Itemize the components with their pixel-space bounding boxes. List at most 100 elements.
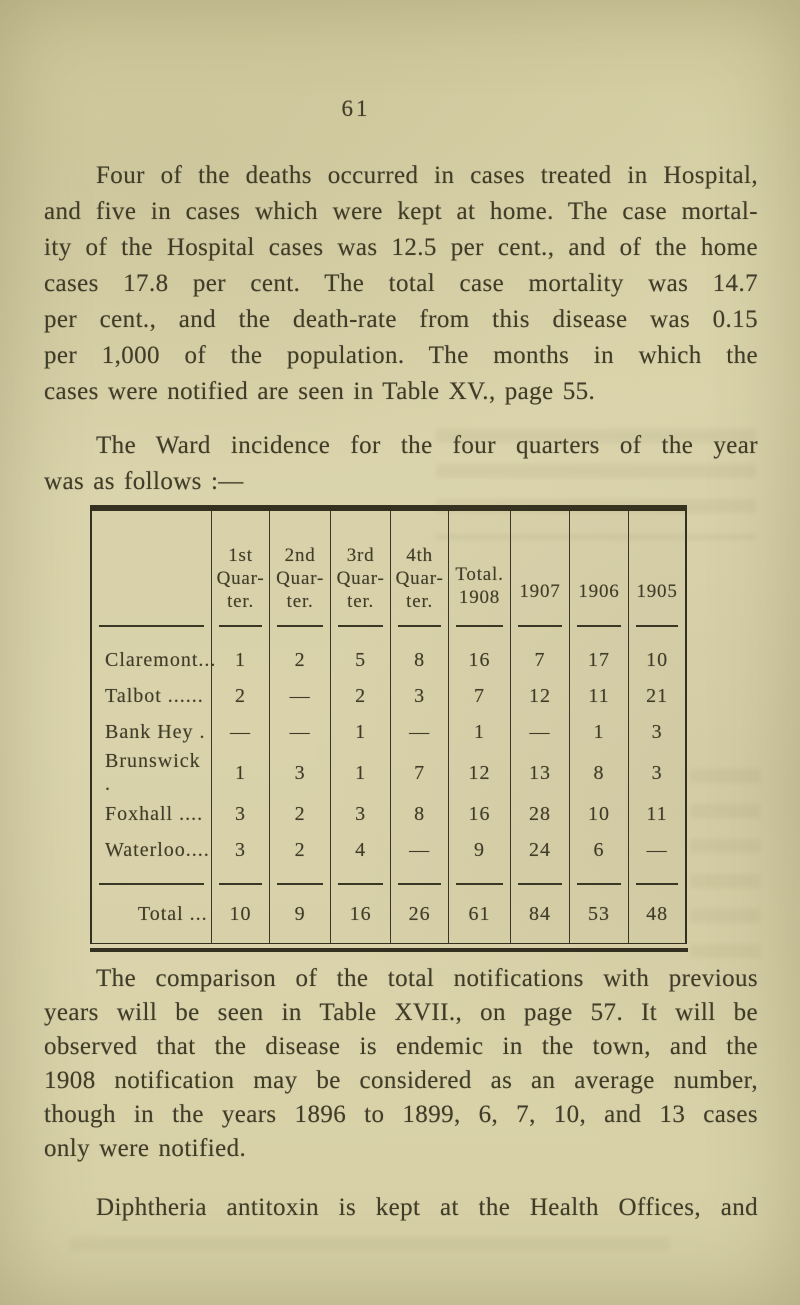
table-rule-dash: [398, 883, 441, 885]
paragraph-notification-comparison: The comparison of the total notification…: [44, 962, 758, 1166]
table-value-cell: 12: [510, 678, 570, 714]
table-value-cell: 5: [329, 627, 391, 678]
table-total-row: Total ... 10 9 16 26 61 84 53 48: [92, 885, 685, 943]
table-value-cell: 11: [568, 678, 629, 714]
table-header-cell: Total. 1908: [447, 511, 511, 625]
table-rule-dash: [337, 883, 384, 885]
table-value-cell: 3: [269, 750, 331, 796]
table-row: Talbot ...... 2—2 3 7 12 11 21: [92, 678, 685, 714]
table-row: Claremont... 1 2 5 8 16 7 17 10: [92, 627, 685, 678]
table-total-value-cell: 10: [210, 885, 270, 943]
table-value-cell: 8: [390, 796, 449, 832]
table-header-cell: 1907: [510, 511, 570, 625]
text-line: ity of the Hospital cases was 12.5 per c…: [44, 234, 758, 261]
table-value-cell: 17: [568, 627, 629, 678]
table-value-cell: 21: [628, 678, 685, 714]
table-value-cell: 7: [390, 750, 449, 796]
paragraph-ward-incidence-intro: The Ward incidence for the four quarters…: [44, 428, 758, 500]
ward-name-cell: Bank Hey .: [105, 720, 206, 743]
table-rule-dash: [518, 883, 562, 885]
table-value-cell: 1: [447, 714, 511, 750]
table-value-cell: 6: [568, 832, 629, 883]
table-value-cell: 8: [568, 750, 629, 796]
table-value-cell: 3: [329, 796, 391, 832]
page-number: 61: [341, 96, 371, 121]
table-value-cell: 1: [329, 714, 391, 750]
total-label-cell: Total ...: [137, 902, 208, 925]
table-value-cell: 13: [510, 750, 570, 796]
ward-incidence-table-grid: 1st Quar- ter. 2nd Quar- ter. 3rd Quar- te…: [92, 511, 685, 943]
table-total-value-cell: 26: [390, 885, 449, 943]
table-value-cell: 2: [269, 796, 331, 832]
text-line: The Ward incidence for the four quarters…: [96, 432, 758, 459]
table-rule-dash: [576, 883, 622, 885]
bleedthrough-artifact: [690, 760, 760, 960]
table-value-cell: 3: [628, 714, 685, 750]
table-header-cell: 1st Quar- ter.: [210, 511, 270, 625]
ward-name-cell: Waterloo....: [105, 838, 210, 861]
table-rule-dash: [398, 625, 441, 627]
table-header-cell: 3rd Quar- ter.: [329, 511, 391, 625]
table-value-cell: 10: [568, 796, 629, 832]
table-value-cell: —: [210, 714, 270, 750]
table-total-value-cell: 61: [447, 885, 511, 943]
table-value-cell: 4: [329, 832, 391, 883]
table-value-cell: —: [390, 832, 449, 883]
ward-name-cell: Talbot ......: [105, 684, 204, 707]
text-line: only were notified.: [44, 1135, 247, 1162]
text-line: cases 17.8 per cent. The total case mort…: [44, 270, 758, 297]
table-rule-dash: [337, 625, 384, 627]
bleedthrough-artifact: [70, 1228, 670, 1270]
table-header-cell: 4th Quar- ter.: [390, 511, 449, 625]
table-total-value-cell: 48: [628, 885, 685, 943]
text-line: The comparison of the total notification…: [96, 965, 758, 992]
table-row: Waterloo.... 3 2 4—9 24 6—: [92, 832, 685, 883]
text-line: though in the years 1896 to 1899, 6, 7, …: [44, 1101, 758, 1128]
table-value-cell: 16: [447, 627, 511, 678]
table-value-cell: 1: [329, 750, 391, 796]
table-total-value-cell: 84: [510, 885, 570, 943]
table-value-cell: 7: [447, 678, 511, 714]
table-value-cell: 2: [269, 627, 331, 678]
table-value-cell: 3: [210, 796, 270, 832]
table-value-cell: 7: [510, 627, 570, 678]
table-header-cell: [92, 511, 211, 625]
table-value-cell: 3: [390, 678, 449, 714]
table-value-cell: —: [269, 714, 331, 750]
text-line: 1908 notification may be considered as a…: [44, 1067, 758, 1094]
table-header-cell: 1905: [628, 511, 685, 625]
table-row: Bank Hey . — —1—1—1 3: [92, 714, 685, 750]
table-value-cell: 24: [510, 832, 570, 883]
table-value-cell: 8: [390, 627, 449, 678]
text-line: was as follows :—: [44, 468, 244, 495]
text-line: observed that the disease is endemic in …: [44, 1033, 758, 1060]
ward-name-cell: Brunswick .: [105, 750, 201, 795]
table-rule-dash: [636, 883, 678, 885]
table-rule-dash: [99, 625, 204, 627]
table-value-cell: 1: [568, 714, 629, 750]
text-line: per 1,000 of the population. The months …: [44, 342, 758, 369]
table-value-cell: 12: [447, 750, 511, 796]
table-value-cell: —: [628, 832, 685, 883]
text-line: and five in cases which were kept at hom…: [44, 198, 758, 225]
table-header-row: 1st Quar- ter. 2nd Quar- ter. 3rd Quar- te…: [92, 511, 685, 625]
table-total-value-cell: 9: [269, 885, 331, 943]
table-header-cell: 1906: [568, 511, 629, 625]
table-value-cell: 2: [210, 678, 270, 714]
table-value-cell: 28: [510, 796, 570, 832]
text-line: years will be seen in Table XVII., on pa…: [44, 999, 758, 1026]
table-rule-dash: [277, 883, 323, 885]
table-value-cell: 10: [628, 627, 685, 678]
table-total-value-cell: 16: [329, 885, 391, 943]
ward-name-cell: Claremont...: [105, 648, 217, 671]
table-dashed-rule-row: [92, 625, 685, 627]
table-header-cell: 2nd Quar- ter.: [269, 511, 331, 625]
table-rule-dash: [277, 625, 323, 627]
table-rule-dash: [576, 625, 622, 627]
paragraph-antitoxin: Diphtheria antitoxin is kept at the Heal…: [44, 1190, 758, 1226]
table-value-cell: 2: [329, 678, 391, 714]
table-rule-dash: [455, 625, 504, 627]
table-total-value-cell: 53: [568, 885, 629, 943]
table-value-cell: 11: [628, 796, 685, 832]
